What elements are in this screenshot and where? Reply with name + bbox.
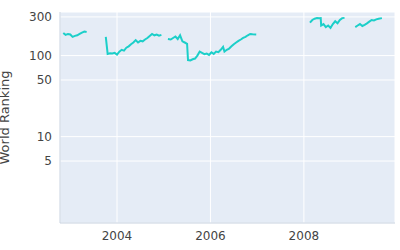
svg-text:10: 10 xyxy=(37,130,52,144)
svg-text:2008: 2008 xyxy=(289,229,320,243)
svg-text:300: 300 xyxy=(29,10,52,24)
svg-text:50: 50 xyxy=(37,73,52,87)
svg-text:2006: 2006 xyxy=(195,229,226,243)
svg-text:5: 5 xyxy=(44,154,52,168)
svg-text:100: 100 xyxy=(29,49,52,63)
svg-text:2004: 2004 xyxy=(102,229,133,243)
svg-text:World Ranking: World Ranking xyxy=(8,71,12,165)
